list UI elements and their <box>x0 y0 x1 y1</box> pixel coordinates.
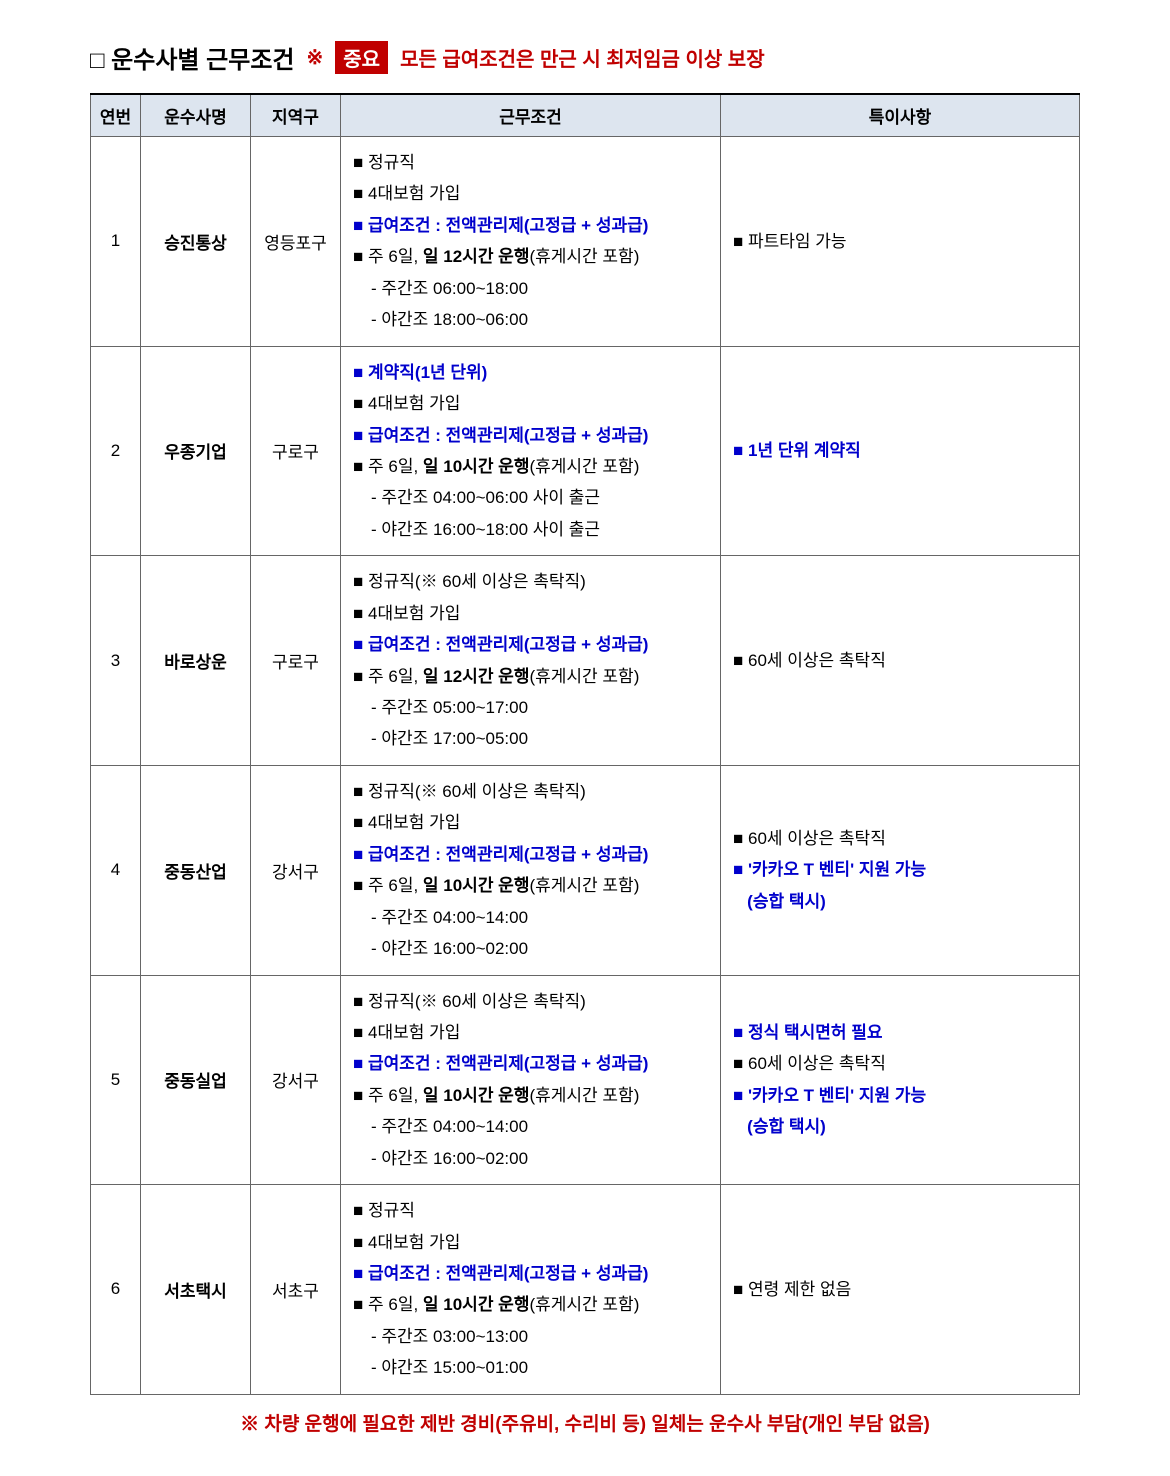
line: - 야간조 17:00~05:00 <box>353 723 708 754</box>
cell-num: 3 <box>91 556 141 766</box>
line: - 야간조 16:00~02:00 <box>353 1143 708 1174</box>
line: ■ 주 6일, 일 10시간 운행(휴게시간 포함) <box>353 870 708 901</box>
line: (승합 택시) <box>733 1111 1067 1142</box>
line: ■ 주 6일, 일 12시간 운행(휴게시간 포함) <box>353 241 708 272</box>
table-row: 4중동산업강서구■ 정규직(※ 60세 이상은 촉탁직)■ 4대보험 가입■ 급… <box>91 765 1080 975</box>
header-row: 연번 운수사명 지역구 근무조건 특이사항 <box>91 94 1080 137</box>
line: ■ 60세 이상은 촉탁직 <box>733 1048 1067 1079</box>
cell-num: 6 <box>91 1185 141 1395</box>
col-header-district: 지역구 <box>251 94 341 137</box>
line: ■ 4대보험 가입 <box>353 1017 708 1048</box>
line: ■ 주 6일, 일 10시간 운행(휴게시간 포함) <box>353 1080 708 1111</box>
cell-district: 구로구 <box>251 346 341 556</box>
cell-notes: ■ 60세 이상은 촉탁직 <box>721 556 1080 766</box>
line: ■ 정규직 <box>353 1195 708 1226</box>
title-text: 운수사별 근무조건 <box>111 47 294 74</box>
cell-notes: ■ 60세 이상은 촉탁직■ '카카오 T 벤티' 지원 가능 (승합 택시) <box>721 765 1080 975</box>
line: ■ 급여조건 : 전액관리제(고정급 + 성과급) <box>353 1048 708 1079</box>
cell-district: 강서구 <box>251 765 341 975</box>
line: ■ 60세 이상은 촉탁직 <box>733 645 1067 676</box>
line: ■ 급여조건 : 전액관리제(고정급 + 성과급) <box>353 210 708 241</box>
line: ■ 60세 이상은 촉탁직 <box>733 823 1067 854</box>
cell-notes: ■ 정식 택시면허 필요■ 60세 이상은 촉탁직■ '카카오 T 벤티' 지원… <box>721 975 1080 1185</box>
cell-conditions: ■ 정규직■ 4대보험 가입■ 급여조건 : 전액관리제(고정급 + 성과급)■… <box>341 137 721 347</box>
line: ■ 정규직(※ 60세 이상은 촉탁직) <box>353 776 708 807</box>
line: (승합 택시) <box>733 886 1067 917</box>
cell-notes: ■ 연령 제한 없음 <box>721 1185 1080 1395</box>
line: ■ 파트타임 가능 <box>733 226 1067 257</box>
title-prefix: □ <box>90 47 105 74</box>
cell-conditions: ■ 정규직(※ 60세 이상은 촉탁직)■ 4대보험 가입■ 급여조건 : 전액… <box>341 765 721 975</box>
table-row: 2우종기업구로구■ 계약직(1년 단위)■ 4대보험 가입■ 급여조건 : 전액… <box>91 346 1080 556</box>
line: ■ 주 6일, 일 12시간 운행(휴게시간 포함) <box>353 661 708 692</box>
line: ■ '카카오 T 벤티' 지원 가능 <box>733 854 1067 885</box>
table-row: 6서초택시서초구■ 정규직■ 4대보험 가입■ 급여조건 : 전액관리제(고정급… <box>91 1185 1080 1395</box>
line: ■ 4대보험 가입 <box>353 388 708 419</box>
col-header-notes: 특이사항 <box>721 94 1080 137</box>
table-body: 1승진통상영등포구■ 정규직■ 4대보험 가입■ 급여조건 : 전액관리제(고정… <box>91 137 1080 1395</box>
line: - 주간조 06:00~18:00 <box>353 273 708 304</box>
line: - 야간조 16:00~18:00 사이 출근 <box>353 514 708 545</box>
conditions-table: 연번 운수사명 지역구 근무조건 특이사항 1승진통상영등포구■ 정규직■ 4대… <box>90 93 1080 1395</box>
table-row: 3바로상운구로구■ 정규직(※ 60세 이상은 촉탁직)■ 4대보험 가입■ 급… <box>91 556 1080 766</box>
line: ■ 급여조건 : 전액관리제(고정급 + 성과급) <box>353 629 708 660</box>
line: - 야간조 18:00~06:00 <box>353 304 708 335</box>
line: - 야간조 15:00~01:00 <box>353 1352 708 1383</box>
cell-company: 중동산업 <box>141 765 251 975</box>
cell-district: 서초구 <box>251 1185 341 1395</box>
table-row: 5중동실업강서구■ 정규직(※ 60세 이상은 촉탁직)■ 4대보험 가입■ 급… <box>91 975 1080 1185</box>
line: - 주간조 05:00~17:00 <box>353 692 708 723</box>
cell-company: 바로상운 <box>141 556 251 766</box>
cell-district: 영등포구 <box>251 137 341 347</box>
cell-notes: ■ 1년 단위 계약직 <box>721 346 1080 556</box>
footer-note: ※ 차량 운행에 필요한 제반 경비(주유비, 수리비 등) 일체는 운수사 부… <box>90 1409 1080 1436</box>
cell-district: 구로구 <box>251 556 341 766</box>
line: - 주간조 03:00~13:00 <box>353 1321 708 1352</box>
important-badge: 중요 <box>335 41 388 74</box>
important-text: 모든 급여조건은 만근 시 최저임금 이상 보장 <box>400 43 765 72</box>
cell-num: 4 <box>91 765 141 975</box>
cell-company: 승진통상 <box>141 137 251 347</box>
line: ■ 4대보험 가입 <box>353 178 708 209</box>
table-row: 1승진통상영등포구■ 정규직■ 4대보험 가입■ 급여조건 : 전액관리제(고정… <box>91 137 1080 347</box>
line: ■ 1년 단위 계약직 <box>733 435 1067 466</box>
cell-company: 중동실업 <box>141 975 251 1185</box>
line: - 야간조 16:00~02:00 <box>353 933 708 964</box>
col-header-num: 연번 <box>91 94 141 137</box>
line: ■ 주 6일, 일 10시간 운행(휴게시간 포함) <box>353 451 708 482</box>
col-header-conditions: 근무조건 <box>341 94 721 137</box>
title-main: □ 운수사별 근무조건 <box>90 40 294 75</box>
line: ■ 급여조건 : 전액관리제(고정급 + 성과급) <box>353 839 708 870</box>
cell-num: 5 <box>91 975 141 1185</box>
line: ■ 4대보험 가입 <box>353 1227 708 1258</box>
cell-conditions: ■ 정규직(※ 60세 이상은 촉탁직)■ 4대보험 가입■ 급여조건 : 전액… <box>341 556 721 766</box>
line: ■ 급여조건 : 전액관리제(고정급 + 성과급) <box>353 420 708 451</box>
cell-num: 1 <box>91 137 141 347</box>
important-mark: ※ <box>306 45 323 70</box>
cell-conditions: ■ 정규직(※ 60세 이상은 촉탁직)■ 4대보험 가입■ 급여조건 : 전액… <box>341 975 721 1185</box>
cell-company: 서초택시 <box>141 1185 251 1395</box>
cell-district: 강서구 <box>251 975 341 1185</box>
cell-conditions: ■ 정규직■ 4대보험 가입■ 급여조건 : 전액관리제(고정급 + 성과급)■… <box>341 1185 721 1395</box>
line: ■ 정규직 <box>353 147 708 178</box>
line: ■ 정규직(※ 60세 이상은 촉탁직) <box>353 986 708 1017</box>
line: - 주간조 04:00~14:00 <box>353 902 708 933</box>
cell-num: 2 <box>91 346 141 556</box>
line: ■ 급여조건 : 전액관리제(고정급 + 성과급) <box>353 1258 708 1289</box>
line: ■ 4대보험 가입 <box>353 807 708 838</box>
line: ■ 4대보험 가입 <box>353 598 708 629</box>
line: - 주간조 04:00~06:00 사이 출근 <box>353 482 708 513</box>
line: ■ 계약직(1년 단위) <box>353 357 708 388</box>
line: ■ 연령 제한 없음 <box>733 1274 1067 1305</box>
cell-notes: ■ 파트타임 가능 <box>721 137 1080 347</box>
title-row: □ 운수사별 근무조건 ※ 중요 모든 급여조건은 만근 시 최저임금 이상 보… <box>90 40 1080 75</box>
line: ■ 정식 택시면허 필요 <box>733 1017 1067 1048</box>
line: - 주간조 04:00~14:00 <box>353 1111 708 1142</box>
line: ■ '카카오 T 벤티' 지원 가능 <box>733 1080 1067 1111</box>
line: ■ 주 6일, 일 10시간 운행(휴게시간 포함) <box>353 1289 708 1320</box>
col-header-company: 운수사명 <box>141 94 251 137</box>
line: ■ 정규직(※ 60세 이상은 촉탁직) <box>353 566 708 597</box>
cell-conditions: ■ 계약직(1년 단위)■ 4대보험 가입■ 급여조건 : 전액관리제(고정급 … <box>341 346 721 556</box>
cell-company: 우종기업 <box>141 346 251 556</box>
